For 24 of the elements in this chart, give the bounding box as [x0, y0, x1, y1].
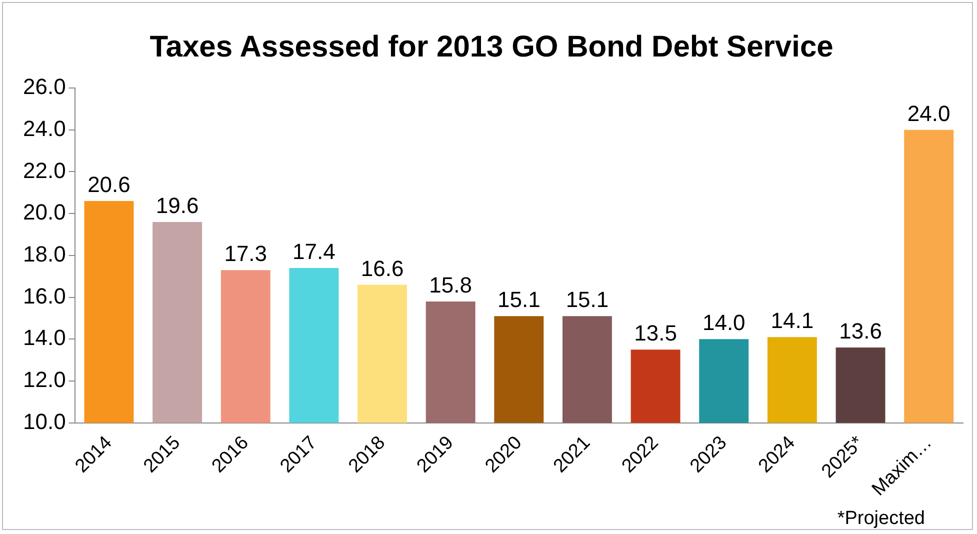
data-label: 15.1	[497, 287, 540, 312]
data-label: 14.1	[770, 308, 814, 334]
data-label: 17.3	[224, 241, 268, 266]
data-label: 15.1	[566, 287, 609, 312]
y-tick-label: 24.0	[22, 116, 66, 141]
data-label: 24.0	[907, 100, 950, 126]
y-tick-label: 14.0	[22, 325, 66, 350]
y-tick-label: 22.0	[22, 158, 66, 183]
text: *Projected	[837, 508, 925, 530]
data-label: 16.6	[360, 256, 404, 281]
data-label: 13.5	[634, 320, 677, 346]
data-label: 15.8	[429, 272, 472, 298]
chart-title: Taxes Assessed for 2013 GO Bond Debt Service	[150, 30, 834, 64]
data-label: 13.6	[839, 318, 882, 344]
y-tick-label: 26.0	[22, 74, 66, 100]
y-tick-label: 10.0	[22, 408, 66, 434]
y-tick-label: 12.0	[22, 367, 66, 392]
data-label: 17.4	[292, 239, 336, 264]
y-tick-label: 18.0	[22, 242, 66, 267]
data-label: 14.0	[702, 310, 746, 336]
y-tick-label: 16.0	[22, 283, 66, 308]
y-tick-label: 20.0	[22, 200, 66, 225]
data-label: 19.6	[156, 193, 199, 218]
data-label: 20.6	[88, 172, 130, 198]
